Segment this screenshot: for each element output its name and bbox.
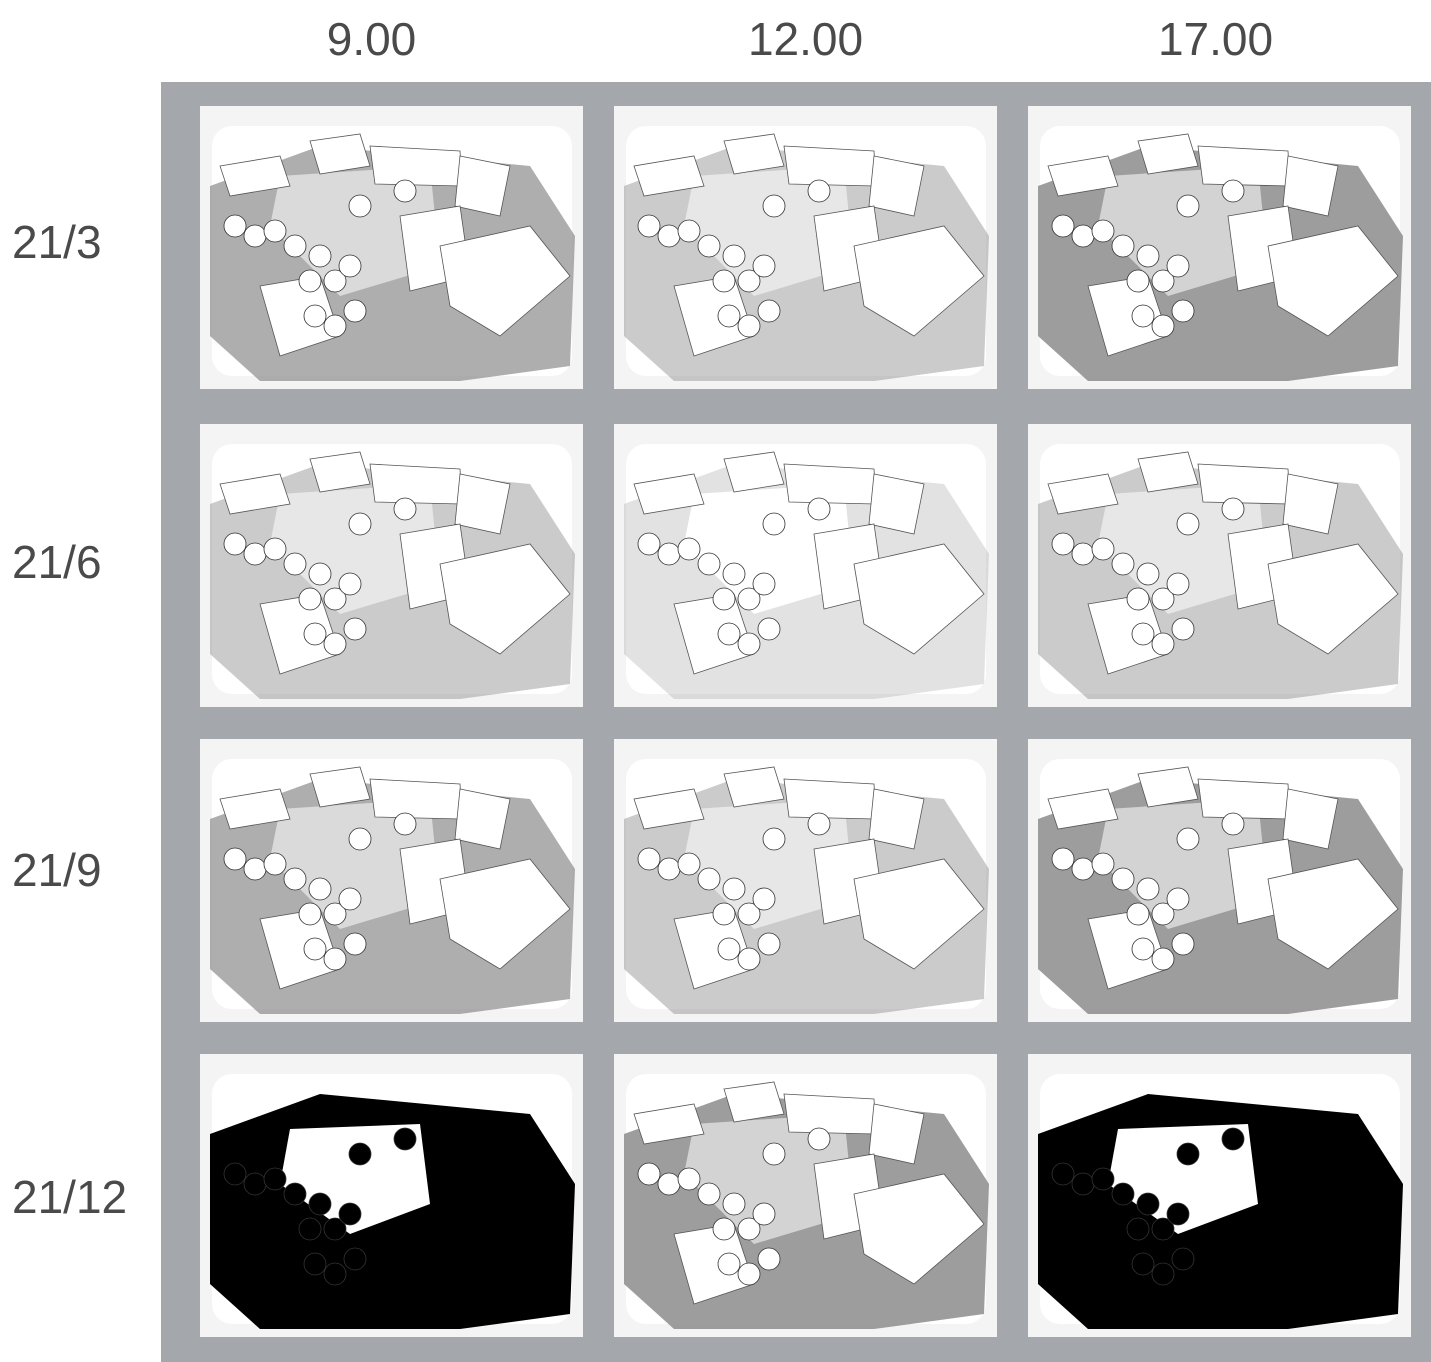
- row-header-21-6: 21/6: [12, 536, 102, 588]
- shadow-study-image: [200, 106, 583, 389]
- shadow-study-image: [1028, 1054, 1411, 1337]
- rendering-graphic: [1028, 739, 1411, 1022]
- rendering-graphic: [614, 1054, 997, 1337]
- shadow-study-image: [614, 739, 997, 1022]
- rendering-graphic: [200, 1054, 583, 1337]
- shadow-study-image: [1028, 739, 1411, 1022]
- shadow-study-image: [614, 424, 997, 707]
- rendering-graphic: [200, 424, 583, 707]
- shadow-study-image: [200, 424, 583, 707]
- shadow-study-image: [200, 739, 583, 1022]
- rendering-graphic: [1028, 424, 1411, 707]
- shadow-study-image: [200, 1054, 583, 1337]
- column-header-12: 12.00: [747, 13, 864, 65]
- rendering-graphic: [614, 739, 997, 1022]
- row-header-21-12: 21/12: [12, 1171, 128, 1223]
- shadow-study-image: [1028, 424, 1411, 707]
- row-header-21-9: 21/9: [12, 844, 102, 896]
- rendering-graphic: [614, 424, 997, 707]
- rendering-graphic: [614, 106, 997, 389]
- row-header-21-3: 21/3: [12, 216, 102, 268]
- shadow-study-grid: [161, 82, 1431, 1362]
- rendering-graphic: [1028, 1054, 1411, 1337]
- column-header-9: 9.00: [326, 13, 417, 65]
- rendering-graphic: [200, 739, 583, 1022]
- shadow-study-image: [614, 106, 997, 389]
- shadow-study-image: [614, 1054, 997, 1337]
- column-header-17: 17.00: [1157, 13, 1274, 65]
- shadow-study-image: [1028, 106, 1411, 389]
- rendering-graphic: [200, 106, 583, 389]
- rendering-graphic: [1028, 106, 1411, 389]
